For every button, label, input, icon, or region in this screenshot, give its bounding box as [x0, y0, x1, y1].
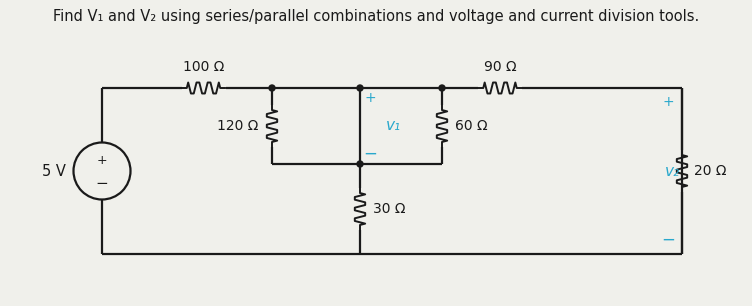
Text: −: − — [96, 176, 108, 191]
Text: +: + — [97, 155, 108, 167]
Circle shape — [357, 161, 363, 167]
Text: 90 Ω: 90 Ω — [484, 60, 517, 74]
Text: −: − — [363, 145, 377, 163]
Text: −: − — [661, 231, 675, 249]
Circle shape — [357, 85, 363, 91]
Text: 30 Ω: 30 Ω — [373, 202, 405, 216]
Text: 20 Ω: 20 Ω — [694, 164, 726, 178]
Text: 120 Ω: 120 Ω — [217, 119, 258, 133]
Text: 5 V: 5 V — [42, 163, 66, 178]
Text: v₂: v₂ — [665, 163, 680, 178]
Circle shape — [439, 85, 445, 91]
Text: +: + — [364, 91, 376, 105]
Circle shape — [269, 85, 275, 91]
Text: v₁: v₁ — [386, 118, 401, 133]
Text: +: + — [663, 95, 674, 109]
Text: 100 Ω: 100 Ω — [183, 60, 224, 74]
Text: Find V₁ and V₂ using series/parallel combinations and voltage and current divisi: Find V₁ and V₂ using series/parallel com… — [53, 9, 699, 24]
Text: 60 Ω: 60 Ω — [455, 119, 487, 133]
